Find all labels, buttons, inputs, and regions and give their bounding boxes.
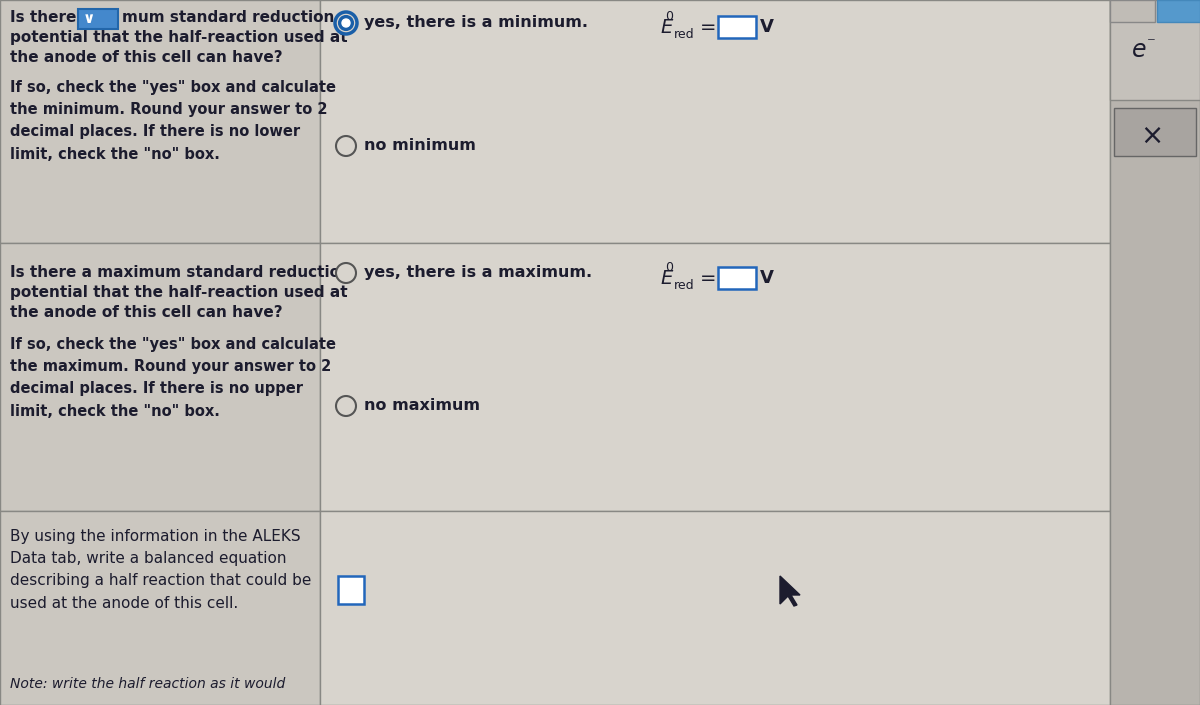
Bar [1110,0,1200,100]
Text: the anode of this cell can have?: the anode of this cell can have? [10,50,283,65]
Text: yes, there is a maximum.: yes, there is a maximum. [364,265,592,280]
Text: V: V [760,269,774,287]
Text: Note: write the half reaction as it would: Note: write the half reaction as it woul… [10,677,286,691]
Text: $E$: $E$ [660,269,674,288]
Text: potential that the half-reaction used at: potential that the half-reaction used at [10,30,348,45]
Bar [1157,0,1200,22]
Text: ⁻: ⁻ [1147,34,1156,52]
Bar [320,243,1110,511]
Bar [1114,108,1196,156]
Polygon shape [780,576,800,606]
Text: By using the information in the ALEKS
Data tab, write a balanced equation
descri: By using the information in the ALEKS Da… [10,529,311,611]
Circle shape [336,136,356,156]
Text: If so, check the "yes" box and calculate
the maximum. Round your answer to 2
dec: If so, check the "yes" box and calculate… [10,337,336,419]
Circle shape [335,12,358,34]
Text: red: red [674,279,695,292]
Bar [78,9,118,29]
Text: no maximum: no maximum [364,398,480,413]
Bar [320,511,1110,705]
Bar [1110,0,1200,705]
Text: red: red [674,28,695,41]
Text: V: V [760,18,774,36]
Text: 0: 0 [665,261,673,274]
Circle shape [340,16,353,30]
Text: =: = [700,18,716,37]
Text: 0: 0 [665,10,673,23]
Bar [0,0,320,243]
Bar [718,16,756,38]
Circle shape [336,396,356,416]
Text: no minimum: no minimum [364,138,476,153]
Bar [0,511,320,705]
Text: mum standard reduction: mum standard reduction [122,10,335,25]
Text: =: = [700,269,716,288]
Bar [0,243,320,511]
Text: potential that the half-reaction used at: potential that the half-reaction used at [10,285,348,300]
Text: $E$: $E$ [660,18,674,37]
Text: If so, check the "yes" box and calculate
the minimum. Round your answer to 2
dec: If so, check the "yes" box and calculate… [10,80,336,161]
Circle shape [336,263,356,283]
Text: e: e [1132,38,1146,62]
Text: the anode of this cell can have?: the anode of this cell can have? [10,305,283,320]
Bar [1110,0,1154,22]
Text: ×: × [1140,122,1163,150]
Text: yes, there is a minimum.: yes, there is a minimum. [364,15,588,30]
Text: ∨: ∨ [83,11,95,26]
Circle shape [342,19,350,27]
Bar [320,0,1110,243]
Bar [338,576,364,604]
Bar [718,267,756,289]
Text: Is there a maximum standard reduction: Is there a maximum standard reduction [10,265,350,280]
Text: Is there: Is there [10,10,77,25]
